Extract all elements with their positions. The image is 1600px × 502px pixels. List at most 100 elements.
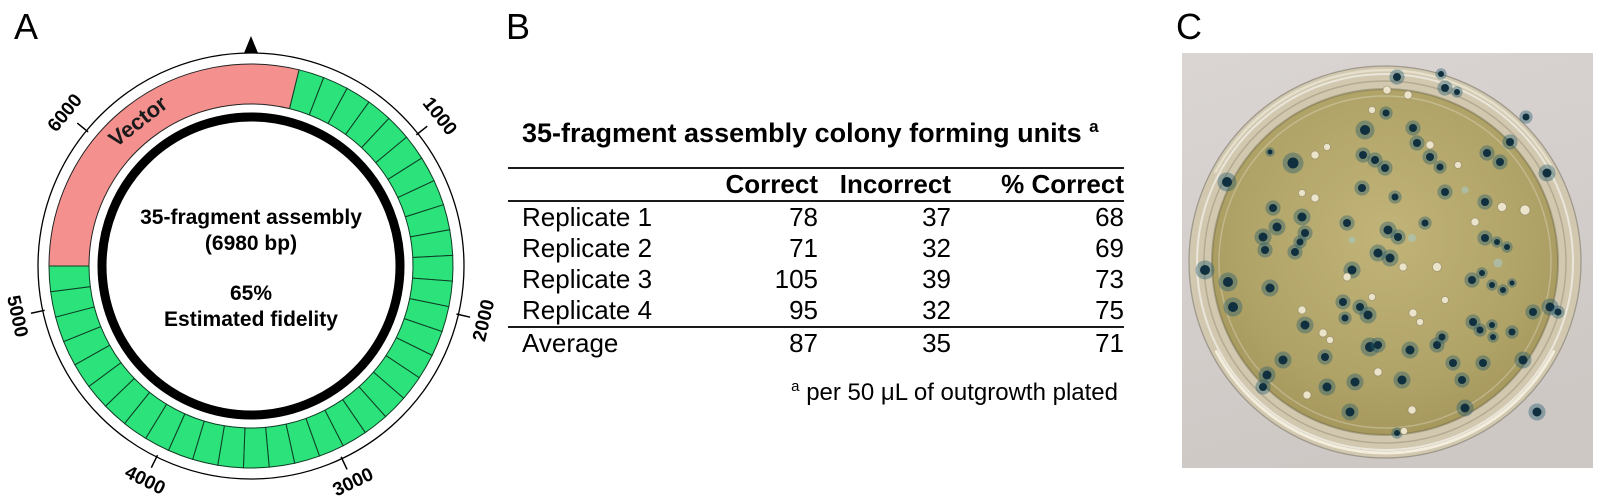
white-colony	[1519, 204, 1531, 216]
white-colony	[1323, 143, 1331, 151]
cell-incorrect: 39	[922, 264, 951, 294]
light-colony	[1461, 186, 1469, 194]
footnote-superscript: a	[791, 378, 800, 395]
blue-colony	[1529, 308, 1537, 316]
plasmid-backbone-circle	[97, 112, 405, 420]
blue-colony	[1347, 265, 1357, 275]
rim-reflection-top	[1214, 68, 1556, 174]
blue-colony	[1479, 359, 1487, 367]
row-label: Average	[522, 328, 619, 358]
white-colony	[1326, 336, 1334, 344]
blue-colony	[1394, 430, 1400, 436]
blue-colony	[1506, 138, 1514, 146]
blue-colony	[1458, 376, 1466, 384]
blue-colony	[1413, 139, 1421, 147]
blue-colony	[1454, 89, 1460, 95]
scale-tick	[415, 125, 428, 136]
agar-inner-sheen	[1218, 95, 1552, 429]
cell-pct: 73	[1095, 264, 1124, 294]
blue-colony	[1554, 308, 1562, 316]
origin-marker-triangle	[244, 36, 258, 53]
cell-pct: 69	[1095, 233, 1124, 263]
blue-colony	[1438, 333, 1446, 341]
blue-colony	[1267, 149, 1273, 155]
blue-colony	[1441, 84, 1449, 92]
blue-colony	[1200, 265, 1210, 275]
table-row: Replicate 1 78 37 68	[508, 201, 1124, 233]
cell-incorrect: 32	[922, 295, 951, 325]
blue-colony	[1339, 298, 1347, 306]
cfu-table-panel: 35-fragment assembly colony forming unit…	[508, 112, 1124, 407]
blue-colony	[1489, 282, 1495, 288]
blue-colony	[1374, 341, 1382, 349]
blue-colony	[1542, 168, 1552, 178]
blue-colony	[1259, 383, 1267, 391]
blue-colony	[1278, 355, 1288, 365]
cell-incorrect: 32	[922, 233, 951, 263]
blue-colony	[1509, 280, 1515, 286]
white-colony	[1432, 262, 1442, 272]
row-label: Replicate 3	[522, 264, 653, 294]
table-row: Replicate 2 71 32 69	[508, 233, 1124, 264]
panel-label-b: B	[506, 6, 531, 47]
blue-colony	[1522, 113, 1530, 121]
rim-inner-edge	[1203, 80, 1567, 444]
blue-colony	[1373, 248, 1383, 258]
blue-colony	[1261, 246, 1269, 254]
scale-tick	[340, 456, 348, 470]
blue-colony	[1350, 377, 1360, 387]
blue-colony	[1300, 320, 1310, 330]
blue-colony	[1508, 328, 1516, 336]
blue-colony	[1322, 382, 1332, 392]
cell-correct: 71	[789, 233, 818, 263]
cell-incorrect: 37	[922, 202, 951, 232]
blue-colony	[1358, 184, 1366, 192]
blue-colony	[1532, 407, 1542, 417]
blue-colony	[1382, 109, 1390, 117]
white-colony	[1342, 272, 1352, 282]
cell-correct: 87	[789, 328, 818, 358]
scale-tick	[76, 122, 89, 133]
white-colony	[1416, 318, 1424, 326]
blue-colony	[1356, 303, 1364, 311]
blue-colony	[1479, 270, 1485, 276]
header-pct-correct: % Correct	[1001, 169, 1124, 199]
cfu-table: Correct Incorrect % Correct Replicate 1 …	[508, 167, 1124, 359]
blue-colony	[1449, 359, 1457, 367]
blue-colony	[1490, 334, 1496, 340]
white-colony	[1298, 189, 1306, 197]
agar-surface	[1212, 89, 1558, 435]
white-colony	[1398, 262, 1408, 272]
blue-colony	[1371, 156, 1379, 164]
white-colony	[1407, 405, 1417, 415]
blue-colony	[1496, 158, 1504, 166]
footnote-text: per 50 μL of outgrowth plated	[806, 379, 1118, 406]
blue-colony	[1460, 403, 1470, 413]
fragment-segment	[412, 254, 454, 282]
blue-colony	[1483, 149, 1491, 157]
light-colony	[1348, 236, 1356, 244]
light-colony	[1408, 234, 1416, 242]
blue-colony	[1223, 277, 1233, 287]
scale-tick-label-6000: 6000	[44, 90, 87, 136]
blue-colony	[1405, 345, 1415, 355]
blue-colony	[1343, 219, 1351, 227]
blue-colony	[1394, 233, 1402, 241]
table-title-superscript: a	[1089, 117, 1099, 136]
cell-pct: 71	[1095, 328, 1124, 358]
blue-colony	[1481, 198, 1489, 206]
white-colony	[1297, 305, 1307, 315]
rim-highlight-ring	[1196, 73, 1574, 451]
fragment-segment	[48, 265, 91, 293]
white-colony	[1400, 427, 1408, 435]
blue-colony	[1345, 407, 1355, 417]
table-footnote: a per 50 μL of outgrowth plated	[508, 373, 1124, 407]
blue-colony	[1365, 342, 1375, 352]
scale-tick	[150, 454, 159, 469]
blue-colony	[1426, 153, 1434, 161]
white-colony	[1382, 85, 1392, 95]
petri-dish-photo	[1182, 53, 1593, 468]
blue-colony	[1393, 73, 1401, 81]
white-colony	[1368, 106, 1376, 114]
